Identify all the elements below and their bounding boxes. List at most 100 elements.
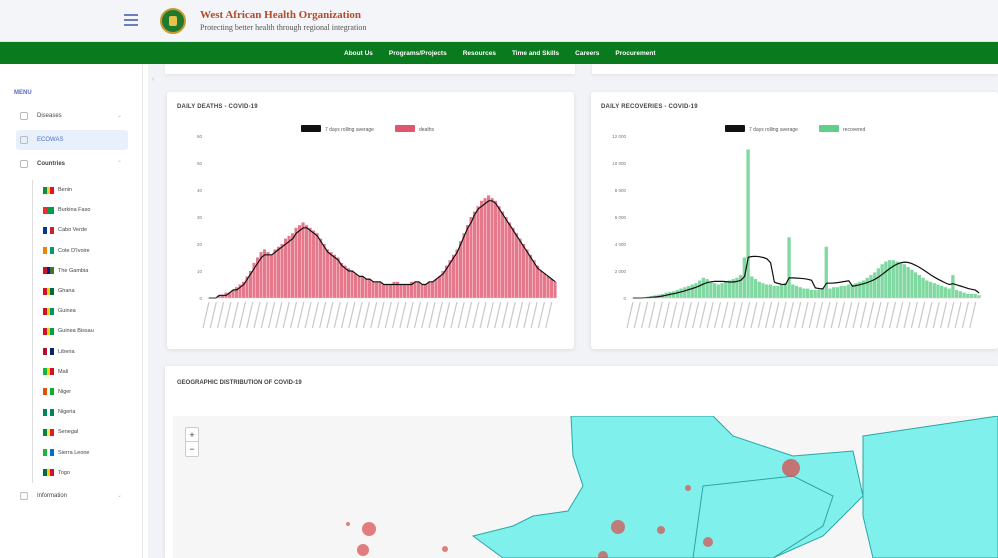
- sidebar-country-item[interactable]: Ghana: [43, 281, 94, 301]
- x-tick-label: [852, 301, 860, 329]
- chart-bar: [518, 238, 522, 298]
- sidebar-country-item[interactable]: Guinea: [43, 301, 94, 321]
- flag-icon: [43, 449, 55, 457]
- sidebar-item-information[interactable]: Information ⌄: [16, 486, 128, 506]
- sidebar-item-countries[interactable]: Countries ⌃: [16, 154, 128, 174]
- sidebar-country-item[interactable]: Mali: [43, 362, 94, 382]
- x-tick-label: [355, 301, 363, 329]
- sidebar-country-item[interactable]: The Gambia: [43, 261, 94, 281]
- chart-bar: [291, 233, 295, 298]
- map-case-marker[interactable]: [611, 520, 625, 534]
- chart-bar: [750, 276, 754, 298]
- chart-bar: [473, 211, 477, 298]
- chart-bar: [315, 233, 319, 298]
- chart-bar: [238, 284, 242, 298]
- sidebar-country-item[interactable]: Cabo Verde: [43, 220, 94, 240]
- map-zoom-control: + −: [185, 427, 199, 457]
- collapse-icon[interactable]: ‹: [152, 76, 155, 83]
- sidebar-item-label: ECOWAS: [37, 137, 64, 143]
- chart-bar: [266, 252, 270, 298]
- x-tick-label: [370, 301, 378, 329]
- flag-icon: [43, 307, 55, 315]
- chart-bar: [742, 257, 747, 298]
- x-tick-label: [947, 301, 955, 329]
- country-label: Cote D'Ivoire: [58, 247, 90, 254]
- sidebar-country-item[interactable]: Senegal: [43, 422, 94, 442]
- chart-bar: [895, 261, 899, 298]
- x-tick-label: [501, 301, 509, 329]
- y-tick-label: 10: [197, 269, 203, 274]
- chart-bar: [259, 252, 263, 298]
- sidebar-country-item[interactable]: Niger: [43, 382, 94, 402]
- chart-bar: [899, 262, 903, 298]
- chart-bar: [504, 217, 508, 298]
- sidebar-country-item[interactable]: Guinea Bissau: [43, 321, 94, 341]
- zoom-out-button[interactable]: −: [189, 444, 195, 454]
- zoom-in-button[interactable]: +: [186, 428, 198, 442]
- flag-icon: [43, 469, 55, 477]
- sidebar-country-item[interactable]: Liberia: [43, 342, 94, 362]
- map-case-marker[interactable]: [598, 551, 608, 558]
- x-tick-label: [743, 301, 751, 329]
- chart-bar: [779, 284, 784, 298]
- chart-bar: [420, 284, 424, 298]
- covid-map[interactable]: + −: [173, 416, 998, 558]
- menu-toggle-icon[interactable]: [124, 14, 138, 26]
- chart-bar: [546, 276, 550, 298]
- previous-card-bottom: [592, 64, 998, 74]
- daily-recoveries-chart: 7 days rolling average recovered 0 2 000 4 0…: [612, 125, 981, 329]
- map-case-marker[interactable]: [442, 546, 448, 552]
- chart-bar: [712, 283, 717, 298]
- nav-procurement[interactable]: Procurement: [615, 49, 656, 57]
- x-tick-label: [253, 301, 261, 329]
- sidebar-country-item[interactable]: Nigeria: [43, 402, 94, 422]
- x-tick-label: [764, 301, 773, 329]
- chart-bar: [333, 254, 337, 298]
- x-tick-label: [209, 301, 217, 329]
- map-case-marker[interactable]: [782, 459, 800, 477]
- nav-resources[interactable]: Resources: [462, 49, 496, 57]
- y-tick-label: 40: [197, 188, 203, 193]
- chart-bar: [887, 260, 892, 298]
- chart-bar: [256, 257, 260, 298]
- chart-bar: [396, 281, 400, 298]
- nav-time-and-skills[interactable]: Time and Skills: [511, 49, 560, 57]
- nav-about-us[interactable]: About Us: [344, 49, 373, 57]
- flag-icon: [43, 428, 55, 436]
- map-case-marker[interactable]: [357, 544, 369, 556]
- map-case-marker[interactable]: [362, 522, 376, 536]
- chart-bar: [884, 261, 888, 298]
- x-tick-label: [655, 301, 663, 329]
- chart-bar: [757, 281, 761, 298]
- chart-bar: [326, 249, 330, 298]
- sidebar-country-item[interactable]: Benin: [43, 180, 94, 200]
- country-label: Sierra Leone: [58, 449, 90, 456]
- sidebar-country-item[interactable]: Togo: [43, 463, 94, 483]
- organization-logo[interactable]: [160, 8, 186, 34]
- x-tick-label: [699, 301, 707, 329]
- chart-bar: [441, 271, 445, 298]
- chart-bar: [329, 252, 333, 298]
- sidebar-country-item[interactable]: Sierra Leone: [43, 442, 94, 462]
- chart-bar: [252, 262, 256, 298]
- map-case-marker[interactable]: [685, 485, 691, 491]
- y-tick-label: 0: [623, 296, 626, 301]
- chart-bar: [705, 279, 709, 298]
- chart-bar: [820, 288, 825, 298]
- sidebar-item-diseases[interactable]: Diseases ⌄: [16, 106, 128, 126]
- legend-label: recovered: [843, 127, 865, 133]
- chart-bar: [287, 235, 291, 298]
- chart-bar: [854, 283, 858, 298]
- map-case-marker[interactable]: [703, 537, 713, 547]
- chart-bar: [671, 291, 676, 298]
- map-case-marker[interactable]: [346, 522, 350, 526]
- sidebar-country-item[interactable]: Burkina Faso: [43, 200, 94, 220]
- chart-bar: [553, 281, 557, 298]
- x-tick-label: [859, 301, 867, 329]
- nav-programs-projects[interactable]: Programs/Projects: [388, 49, 447, 57]
- x-tick-label: [961, 301, 970, 329]
- nav-careers[interactable]: Careers: [575, 49, 600, 57]
- sidebar-item-ecowas[interactable]: ECOWAS: [16, 130, 128, 150]
- map-case-marker[interactable]: [657, 526, 665, 534]
- sidebar-country-item[interactable]: Cote D'Ivoire: [43, 241, 94, 261]
